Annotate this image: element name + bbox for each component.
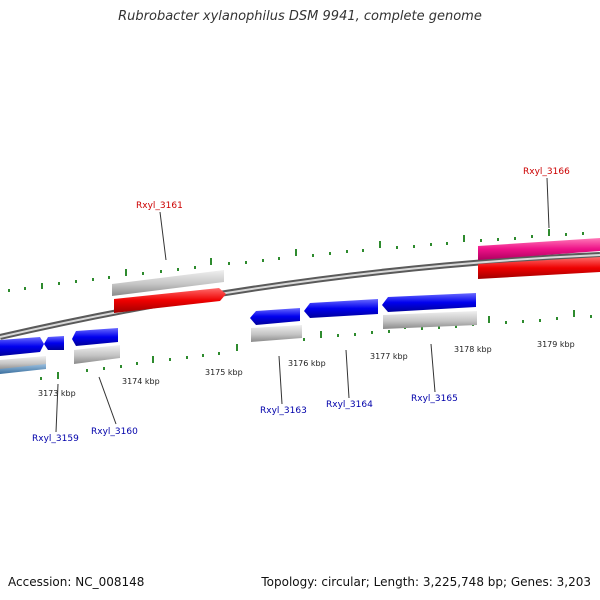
gene-bar-grey[interactable] — [112, 270, 224, 296]
gene-bar-pink[interactable] — [478, 238, 600, 260]
tick-label: 3179 kbp — [537, 340, 575, 349]
gene-label-rxyl-3165[interactable]: Rxyl_3165 — [411, 394, 458, 404]
forward-tick-track — [8, 229, 584, 292]
tick-label: 3177 kbp — [370, 352, 408, 361]
cds-arrow-blue[interactable] — [382, 293, 476, 312]
tick-label: 3174 kbp — [122, 377, 160, 386]
gene-bar-grey[interactable] — [383, 311, 477, 329]
gene-bar-grey[interactable] — [74, 345, 120, 364]
gene-label-rxyl-3163[interactable]: Rxyl_3163 — [260, 406, 307, 416]
label-leaders — [55, 177, 550, 433]
tick-label: 3178 kbp — [454, 345, 492, 354]
gene-bar-steel[interactable] — [0, 364, 46, 374]
gene-label-rxyl-3166[interactable]: Rxyl_3166 — [523, 167, 570, 177]
gene-label-rxyl-3159[interactable]: Rxyl_3159 — [32, 434, 79, 444]
cds-arrow-blue[interactable] — [304, 299, 378, 318]
gene-label-rxyl-3164[interactable]: Rxyl_3164 — [326, 400, 373, 410]
cds-arrow-red[interactable] — [478, 257, 600, 279]
cds-arrow-blue[interactable] — [250, 308, 300, 325]
cds-arrow-blue[interactable] — [72, 328, 118, 346]
gene-label-rxyl-3160[interactable]: Rxyl_3160 — [91, 427, 138, 437]
tick-label: 3175 kbp — [205, 368, 243, 377]
reverse-tick-track — [40, 310, 592, 380]
map-title: Rubrobacter xylanophilus DSM 9941, compl… — [118, 9, 482, 24]
backbone-inner — [0, 254, 600, 338]
cds-arrow-blue[interactable] — [44, 336, 64, 350]
tick-label: 3176 kbp — [288, 359, 326, 368]
accession-text: Accession: NC_008148 — [8, 575, 145, 589]
cds-arrow-red[interactable] — [114, 288, 226, 313]
cds-arrow-blue[interactable] — [0, 337, 44, 356]
topology-text: Topology: circular; Length: 3,225,748 bp… — [261, 575, 591, 589]
tick-label: 3173 kbp — [38, 389, 76, 398]
gene-label-rxyl-3161[interactable]: Rxyl_3161 — [136, 201, 183, 211]
gene-bar-grey[interactable] — [251, 325, 302, 342]
